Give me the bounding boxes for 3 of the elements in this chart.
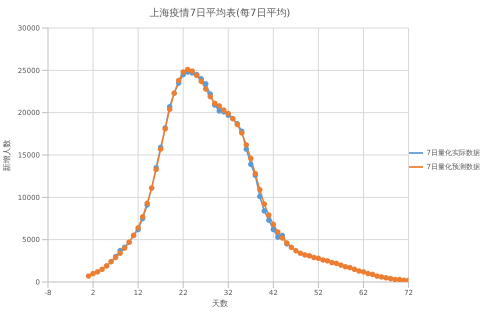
y-axis-title: 新增人数 (2, 138, 12, 174)
chart-title: 上海疫情7日平均表(每7日平均) (148, 6, 292, 20)
x-axis-title: 天数 (211, 298, 229, 309)
